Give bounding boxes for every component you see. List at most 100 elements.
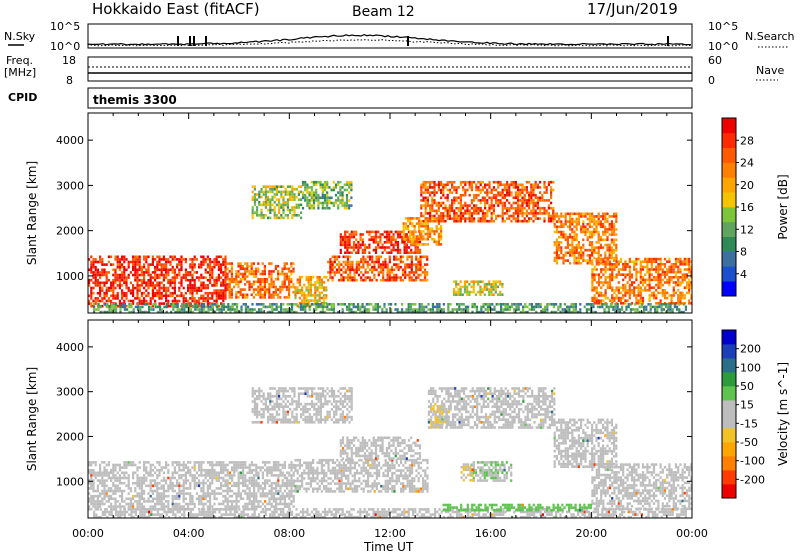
- data-cell: [613, 251, 616, 255]
- data-cell: [261, 277, 264, 281]
- data-cell: [422, 204, 425, 207]
- data-cell: [497, 303, 500, 306]
- data-cell: [162, 294, 165, 298]
- data-cell: [390, 248, 393, 252]
- data-cell: [510, 206, 513, 210]
- data-cell: [497, 199, 500, 202]
- data-cell: [644, 257, 647, 261]
- data-cell: [418, 310, 421, 314]
- data-cell: [656, 305, 659, 309]
- data-cell: [619, 260, 623, 263]
- data-cell: [418, 251, 422, 254]
- data-cell: [564, 217, 567, 221]
- data-cell: [597, 291, 601, 295]
- data-cell: [588, 308, 591, 311]
- data-cell: [514, 209, 517, 213]
- data-cell: [500, 303, 503, 306]
- data-cell: [143, 479, 146, 482]
- data-cell: [105, 289, 108, 292]
- data-cell: [112, 481, 115, 485]
- data-cell: [615, 273, 618, 276]
- data-cell: [639, 263, 642, 266]
- data-cell: [494, 283, 497, 286]
- data-cell: [248, 264, 251, 268]
- data-cell: [269, 203, 272, 207]
- data-cell: [562, 233, 565, 236]
- data-cell: [156, 502, 159, 506]
- data-cell: [305, 286, 308, 289]
- data-cell: [256, 214, 259, 217]
- data-cell: [543, 206, 546, 210]
- data-cell: [321, 303, 324, 306]
- data-cell: [127, 502, 130, 506]
- data-cell: [125, 281, 128, 285]
- data-cell: [145, 271, 148, 274]
- data-cell: [149, 297, 152, 300]
- data-cell: [112, 471, 115, 475]
- data-cell: [568, 305, 571, 309]
- data-cell: [655, 302, 658, 305]
- data-cell: [417, 258, 420, 261]
- data-cell: [431, 206, 434, 210]
- data-cell: [288, 288, 291, 291]
- data-cell: [289, 208, 292, 212]
- data-cell: [525, 199, 528, 202]
- data-cell: [424, 188, 427, 192]
- data-cell: [318, 294, 321, 297]
- data-cell: [608, 248, 611, 252]
- data-cell: [410, 268, 413, 272]
- data-cell: [90, 294, 93, 298]
- data-cell: [644, 289, 647, 292]
- data-cell: [182, 479, 185, 482]
- data-cell: [96, 507, 99, 511]
- data-cell: [125, 276, 128, 279]
- data-cell: [204, 291, 207, 295]
- data-cell: [200, 305, 203, 309]
- data-cell: [132, 289, 135, 292]
- data-cell: [182, 474, 185, 477]
- data-cell: [580, 212, 583, 216]
- data-cell: [184, 260, 187, 264]
- data-cell: [571, 248, 574, 252]
- data-cell: [463, 283, 467, 286]
- data-cell: [105, 281, 108, 285]
- data-cell: [588, 235, 591, 239]
- data-cell: [499, 191, 502, 194]
- data-cell: [90, 471, 93, 475]
- data-cell: [314, 288, 317, 292]
- data-cell: [555, 243, 558, 247]
- data-cell: [277, 270, 280, 273]
- data-cell: [178, 492, 181, 495]
- data-cell: [329, 258, 332, 261]
- data-cell: [381, 243, 384, 247]
- data-cell: [97, 303, 100, 306]
- data-cell: [312, 180, 316, 184]
- data-cell: [543, 199, 546, 202]
- data-cell: [604, 228, 607, 231]
- data-cell: [388, 230, 391, 234]
- data-cell: [330, 305, 333, 309]
- data-cell: [457, 214, 460, 218]
- data-cell: [573, 248, 576, 252]
- data-cell: [595, 222, 598, 226]
- data-cell: [138, 502, 141, 506]
- data-cell: [220, 303, 223, 306]
- data-cell: [303, 299, 306, 302]
- data-cell: [148, 305, 151, 309]
- data-cell: [530, 201, 533, 205]
- data-cell: [354, 305, 357, 309]
- data-cell: [162, 276, 165, 279]
- data-cell: [650, 273, 653, 276]
- data-cell: [99, 258, 102, 261]
- data-cell: [216, 305, 219, 309]
- data-cell: [321, 204, 324, 207]
- data-cell: [467, 310, 470, 314]
- data-cell: [613, 296, 616, 300]
- data-cell: [136, 260, 139, 264]
- data-cell: [503, 193, 506, 197]
- data-cell: [614, 308, 617, 311]
- data-cell: [346, 265, 350, 269]
- data-cell: [285, 277, 288, 281]
- data-cell: [379, 265, 383, 269]
- data-cell: [107, 497, 110, 501]
